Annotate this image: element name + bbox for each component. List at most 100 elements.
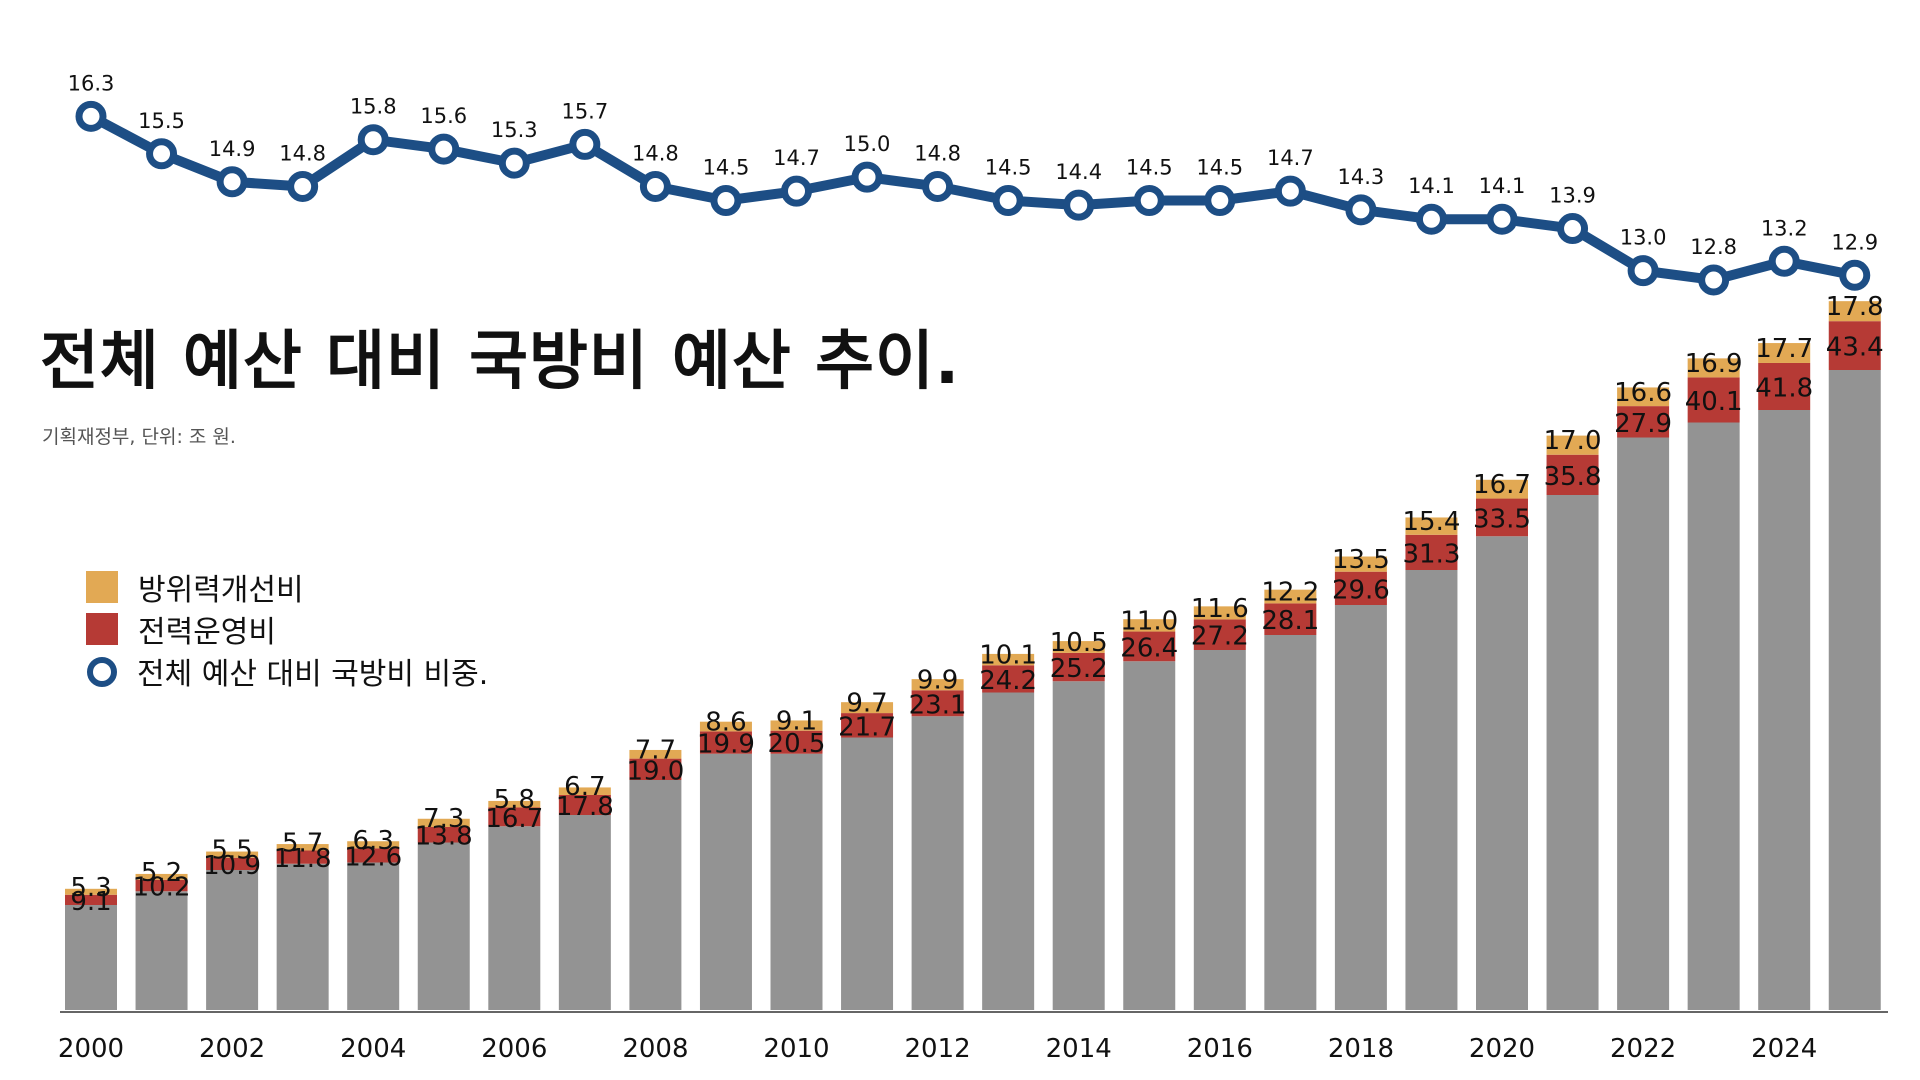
data-label-share: 14.5 (1126, 156, 1173, 180)
share-point (216, 166, 248, 198)
bar-total-budget (1052, 681, 1105, 1010)
data-label-operations: 10.9 (203, 851, 261, 881)
data-label-operations: 9.1 (70, 887, 111, 917)
bar-segment-operations (1193, 619, 1246, 650)
share-point (1557, 213, 1589, 245)
data-label-share: 15.0 (844, 132, 891, 156)
bar-segment-operations (911, 690, 964, 717)
data-label-operations: 27.2 (1191, 622, 1249, 652)
x-tick-label: 2018 (1328, 1034, 1394, 1064)
bar-segment-operations (1546, 454, 1599, 495)
data-label-operations: 12.6 (344, 842, 402, 872)
line-label-layer: 16.3 15.5 14.9 14.8 15.8 15.6 15.3 15.7 14.8 14.5… (68, 71, 1879, 259)
data-label-share: 14.5 (703, 156, 750, 180)
bar-segment-procurement (841, 702, 894, 714)
bar-total-budget (1617, 437, 1670, 1010)
bar-segment-procurement (1123, 619, 1176, 632)
bar-segment-operations (417, 826, 470, 843)
bar-segment-procurement (206, 851, 259, 858)
share-point (498, 147, 530, 179)
data-label-share: 14.1 (1408, 174, 1455, 198)
data-label-share: 13.0 (1620, 226, 1667, 250)
data-label-share: 15.5 (138, 109, 185, 133)
data-label-share: 14.8 (632, 141, 679, 165)
legend-item-operations: 전력운영비 (86, 608, 488, 650)
data-label-share: 14.3 (1338, 165, 1385, 189)
x-tick-label: 2022 (1610, 1034, 1676, 1064)
data-label-share: 12.9 (1831, 230, 1878, 254)
data-label-operations: 20.5 (768, 729, 826, 759)
bar-total-budget (911, 716, 964, 1010)
legend: 방위력개선비 전력운영비 전체 예산 대비 국방비 비중. (86, 566, 488, 692)
data-label-procurement: 10.5 (1050, 628, 1108, 658)
data-label-procurement: 17.7 (1755, 334, 1813, 364)
bar-total-budget (65, 905, 117, 1010)
bar-total-budget (1405, 570, 1458, 1010)
data-label-procurement: 7.3 (423, 804, 464, 834)
bar-segment-operations (135, 879, 188, 892)
data-label-procurement: 17.8 (1826, 292, 1884, 322)
data-label-operations: 35.8 (1544, 462, 1602, 492)
bar-segment-procurement (911, 679, 964, 691)
bar-segment-procurement (982, 653, 1035, 666)
data-label-share: 12.8 (1690, 235, 1737, 259)
data-label-operations: 27.9 (1614, 409, 1672, 439)
bar-segment-procurement (65, 888, 117, 895)
data-label-share: 14.7 (1267, 146, 1314, 170)
bar-total-budget (1546, 495, 1599, 1010)
data-label-share: 14.7 (773, 146, 820, 170)
data-label-procurement: 16.7 (1473, 470, 1531, 500)
bar-segment-procurement (1758, 343, 1811, 363)
bar-segment-operations (982, 665, 1035, 693)
data-label-operations: 31.3 (1403, 539, 1461, 569)
data-label-share: 14.9 (209, 137, 256, 161)
data-label-operations: 21.7 (838, 712, 896, 742)
bar-segment-operations (1687, 377, 1740, 423)
bar-segment-procurement (1264, 589, 1317, 604)
bar-segment-operations (1758, 362, 1811, 410)
bar-layer (65, 301, 1881, 1010)
data-label-operations: 40.1 (1685, 387, 1743, 417)
data-label-share: 13.9 (1549, 184, 1596, 208)
bar-segment-operations (1334, 571, 1387, 605)
bar-segment-procurement (1476, 479, 1528, 499)
data-label-procurement: 6.7 (564, 772, 605, 802)
x-tick-label: 2012 (905, 1034, 971, 1064)
data-label-operations: 24.2 (979, 666, 1037, 696)
share-point (639, 170, 671, 202)
share-point (1698, 264, 1730, 296)
legend-label: 전력운영비 (138, 615, 276, 650)
data-label-operations: 28.1 (1261, 606, 1319, 636)
bar-segment-operations (1264, 603, 1317, 635)
share-point (1415, 203, 1447, 235)
share-point (781, 175, 812, 207)
data-label-operations: 17.8 (556, 792, 614, 822)
data-label-operations: 10.2 (133, 873, 191, 903)
bar-segment-procurement (276, 844, 329, 851)
data-label-operations: 41.8 (1755, 373, 1813, 403)
ring-marker-icon (87, 656, 117, 687)
data-label-share: 14.1 (1479, 174, 1526, 198)
bar-segment-operations (1828, 321, 1881, 370)
bar-total-budget (1476, 536, 1528, 1010)
data-label-operations: 26.4 (1120, 633, 1178, 663)
bar-segment-operations (65, 894, 117, 905)
data-label-share: 15.3 (491, 118, 538, 142)
x-tick-label: 2016 (1187, 1034, 1253, 1064)
bar-segment-operations (276, 850, 329, 864)
data-label-procurement: 11.6 (1191, 594, 1249, 624)
bar-total-budget (629, 780, 682, 1010)
share-point (922, 170, 954, 202)
bar-segment-operations (1405, 534, 1458, 570)
data-label-share: 14.4 (1055, 160, 1102, 184)
bar-segment-procurement (1052, 641, 1105, 653)
data-label-procurement: 5.2 (141, 858, 182, 888)
bar-segment-procurement (629, 749, 682, 759)
bar-segment-procurement (699, 721, 752, 732)
data-label-operations: 29.6 (1332, 575, 1390, 605)
x-tick-label: 2014 (1046, 1034, 1112, 1064)
bar-segment-procurement (1828, 301, 1881, 322)
data-label-share: 15.7 (561, 99, 608, 123)
square-swatch-icon (86, 571, 118, 603)
bar-total-budget (841, 737, 894, 1010)
